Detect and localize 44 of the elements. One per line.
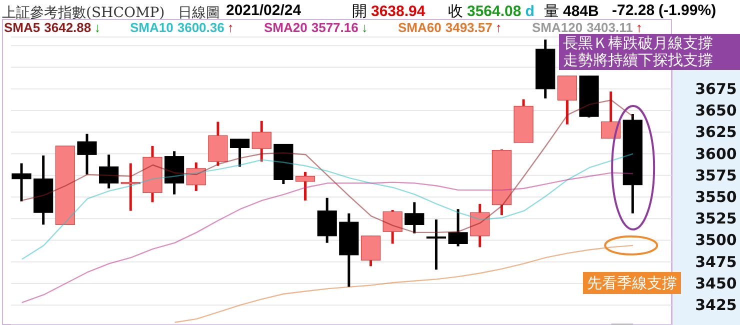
text: 量 484B (544, 3, 599, 20)
y-tick-label: 3425 (695, 296, 737, 314)
y-tick-label: 3675 (695, 80, 737, 98)
candlestick (470, 202, 490, 248)
text: SMA20 (264, 20, 308, 35)
y-tick-label: 3575 (695, 166, 737, 184)
candlestick (230, 138, 250, 168)
y-tick-label: 3450 (695, 274, 737, 292)
y-tick-label: 3650 (695, 102, 737, 120)
text: SMA120 (532, 20, 583, 35)
text: 收 3564.08 d (448, 3, 534, 20)
text: 2021/02/24 (226, 2, 302, 19)
candlestick (295, 170, 316, 202)
chart-subtitle: 日線圖 (178, 4, 220, 22)
candlestick (404, 200, 424, 235)
y-tick-label: 3525 (695, 210, 737, 228)
y-tick-label: 3500 (695, 231, 737, 250)
y-tick-label: 3475 (695, 252, 737, 271)
candlestick (426, 218, 446, 271)
candlestick (186, 161, 206, 192)
text: -72.28 (-1.99%) (612, 2, 716, 19)
candlestick (120, 162, 140, 212)
candlestick (382, 208, 402, 245)
candlestick (12, 162, 32, 203)
text: 開 3638.94 (352, 3, 426, 20)
text: 3577.16 ↓ (311, 20, 368, 35)
y-tick-label: 3550 (695, 188, 737, 206)
candlestick (448, 208, 468, 248)
text: 3642.88 ↓ (44, 20, 101, 35)
annotation: 走勢將持續下探找支撐 (563, 51, 714, 69)
candlestick (252, 120, 272, 163)
annotation: 長黑Ｋ棒跌破月線支撐 (563, 34, 714, 52)
candlestick (99, 153, 119, 190)
annotation: 先看季線支撐 (583, 272, 681, 294)
chart-title: 上証參考指數(SHCOMP) (2, 4, 165, 22)
text: SMA5 (4, 20, 40, 35)
text: SMA60 (398, 20, 442, 35)
y-tick-label: 3625 (695, 123, 737, 142)
text: 3600.36 ↑ (177, 20, 234, 35)
text: 3403.11 ↑ (586, 20, 642, 35)
text: SMA10 (130, 20, 174, 35)
y-tick-label: 3600 (695, 144, 737, 163)
candlestick (77, 132, 97, 176)
text: 3493.57 ↑ (445, 20, 502, 35)
